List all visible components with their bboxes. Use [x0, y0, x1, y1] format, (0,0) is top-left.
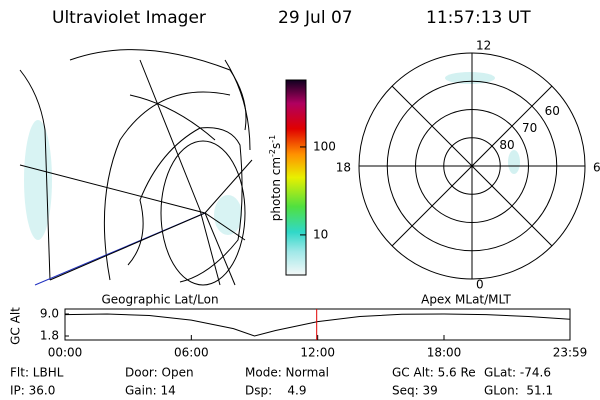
unit-exp: -1: [268, 135, 277, 143]
y-tick-label: 9.0: [40, 307, 59, 321]
polar-ring: [443, 137, 501, 195]
time: 11:57:13 UT: [426, 8, 531, 28]
info-field: IP: 36.0: [10, 384, 55, 398]
x-tick-label: 18:00: [427, 346, 462, 360]
polar-ring: [415, 109, 529, 223]
x-tick-label: 06:00: [174, 346, 209, 360]
info-field: Gain: 14: [125, 384, 176, 398]
polar-spoke: [391, 85, 553, 247]
footer: Flt: LBHL Door: Open Mode: Normal GC Alt: 5…: [10, 366, 553, 398]
geo-map: [19, 49, 253, 286]
unit: photon cm: [269, 157, 283, 221]
map-label: Apex MLat/MLT: [421, 293, 511, 307]
lat-label: 80: [499, 138, 514, 152]
tick-label: 100: [313, 139, 336, 153]
y-tick-label: 1.8: [40, 329, 59, 343]
info-field: Mode: Normal: [245, 366, 329, 380]
info-field: Flt: LBHL: [10, 366, 64, 380]
lat-label: 60: [545, 104, 560, 118]
info-field: Door: Open: [125, 366, 194, 380]
x-tick-label: 12:00: [300, 346, 335, 360]
unit-exp: -2: [268, 149, 277, 157]
y-axis-label: GC Alt: [9, 307, 23, 345]
x-tick-label: 23:59: [553, 346, 588, 360]
mlt-label: 12: [476, 39, 491, 53]
date: 29 Jul 07: [278, 8, 353, 28]
info-field: GC Alt: 5.6 Re: [392, 366, 476, 380]
mlt-label: 18: [336, 161, 351, 175]
mlt-label: 6: [593, 161, 600, 175]
tick-label: 10: [313, 227, 328, 241]
unit: s: [269, 143, 283, 149]
info-field: GLon: 51.1: [484, 384, 553, 398]
line: [64, 313, 571, 337]
info-field: Seq: 39: [392, 384, 438, 398]
x-tick-label: 00:00: [48, 346, 83, 360]
title: Ultraviolet Imager: [52, 8, 206, 28]
lat-label: 70: [522, 121, 537, 135]
info-field: Dsp: 4.9: [245, 384, 307, 398]
info-field: GLat: -74.6: [484, 366, 551, 380]
map-label: Geographic Lat/Lon: [101, 293, 218, 307]
colorbar-label: photon cm-2s-1: [268, 135, 283, 222]
colorbar: [285, 79, 307, 276]
polar-ring: [386, 80, 558, 252]
mlt-label: 0: [476, 278, 484, 292]
